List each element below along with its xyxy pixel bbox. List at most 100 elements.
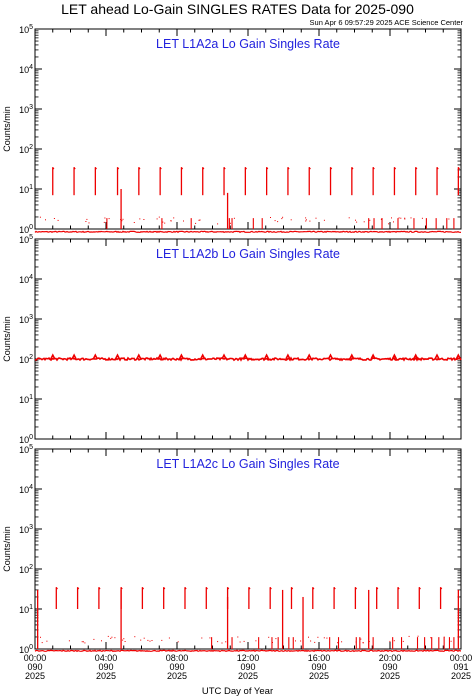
scatter-dot <box>199 219 201 221</box>
spike-mark <box>266 166 269 170</box>
panel-frame <box>34 448 462 650</box>
scatter-dot <box>111 636 113 638</box>
spike-mark <box>138 166 141 170</box>
spike-mark <box>330 166 333 170</box>
spike-mark <box>308 166 311 170</box>
scatter-dot <box>369 219 371 221</box>
y-tick-label: 105 <box>19 24 33 35</box>
scatter-dot <box>391 217 392 219</box>
y-tick-label: 105 <box>19 234 33 245</box>
spike-mark <box>397 586 400 590</box>
scatter-dot <box>45 219 46 221</box>
spike-mark <box>223 166 226 170</box>
spike-mark <box>181 166 184 170</box>
scatter-dot <box>84 642 86 644</box>
y-tick-label: 103 <box>19 314 33 325</box>
spike-mark <box>372 166 375 170</box>
scatter-dot <box>315 217 317 219</box>
x-tick-label: 2025 <box>380 671 400 681</box>
panel-2: 100 101 102 103 104 105 Counts/min LET L1A2b Lo… <box>2 234 462 445</box>
scatter-dot <box>341 641 343 643</box>
scatter-dot <box>151 640 153 641</box>
scatter-dot <box>275 638 277 640</box>
y-axis-label: Counts/min <box>2 106 12 152</box>
scatter-dot <box>356 221 358 223</box>
scatter-dot <box>123 638 125 640</box>
spike-mark <box>242 353 249 360</box>
spike-mark <box>436 166 439 170</box>
panel-title: LET L1A2a Lo Gain Singles Rate <box>156 37 340 51</box>
scatter-dot <box>381 218 383 220</box>
scatter-dot <box>124 641 126 642</box>
scatter-dot <box>101 640 102 642</box>
scatter-dot <box>408 635 410 637</box>
spike-mark <box>457 166 460 170</box>
scatter-dot <box>450 640 452 642</box>
y-tick-label: 100 <box>19 644 33 655</box>
spike-mark <box>205 586 208 590</box>
scatter-dot <box>310 640 312 642</box>
y-tick-label: 100 <box>19 224 33 235</box>
scatter-dot <box>225 641 227 643</box>
scatter-dot <box>107 635 109 637</box>
scatter-dot <box>360 638 362 640</box>
spike-mark <box>269 586 272 590</box>
scatter-dot <box>309 220 311 222</box>
scatter-dot <box>41 642 43 644</box>
y-tick-label: 102 <box>19 354 33 365</box>
scatter-dot <box>381 221 383 223</box>
scatter-dot <box>139 218 141 220</box>
spike-mark <box>178 353 185 360</box>
spike-mark <box>157 353 163 360</box>
spike-mark <box>455 353 462 360</box>
scatter-dot <box>268 636 270 638</box>
scatter-dot <box>140 639 142 641</box>
panel-title: LET L1A2b Lo Gain Singles Rate <box>156 247 340 261</box>
scatter-dot <box>233 217 235 219</box>
spike-mark <box>221 353 227 360</box>
spike-mark <box>141 586 145 590</box>
scatter-dot <box>421 217 423 219</box>
x-tick-label: 2025 <box>238 671 258 681</box>
x-tick-label: 20:00 <box>379 653 402 663</box>
spike-mark <box>184 586 187 590</box>
scatter-dot <box>122 639 124 641</box>
spike-mark <box>351 166 354 170</box>
x-tick-label: 090 <box>382 662 397 672</box>
scatter-dot <box>305 219 307 221</box>
spike-mark <box>136 353 142 360</box>
spike-mark <box>199 353 206 360</box>
y-tick-label: 105 <box>19 444 33 455</box>
spike-mark <box>159 166 162 170</box>
scatter-dot <box>314 641 316 643</box>
scatter-dot <box>448 218 450 220</box>
spike-mark <box>50 353 56 360</box>
scatter-dot <box>85 221 87 222</box>
scatter-dot <box>170 220 172 222</box>
scatter-dot <box>93 638 95 640</box>
scatter-dot <box>134 636 136 638</box>
scatter-dot <box>255 640 257 642</box>
x-tick-label: 00:00 <box>450 653 473 663</box>
spike-mark <box>349 353 355 360</box>
scatter-dot <box>389 640 391 642</box>
scatter-dot <box>53 218 55 219</box>
scatter-dot <box>363 221 365 223</box>
spike-mark <box>287 166 290 170</box>
spike-mark <box>71 353 77 360</box>
scatter-dot <box>362 642 364 643</box>
scatter-dot <box>355 641 357 643</box>
x-tick-label: 090 <box>27 662 42 672</box>
panel-frame <box>34 238 462 440</box>
scatter-dot <box>103 221 105 223</box>
scatter-dot <box>274 220 276 222</box>
scatter-dot <box>217 641 219 643</box>
x-tick-label: 090 <box>240 662 255 672</box>
scatter-dot <box>305 220 307 222</box>
x-tick-label: 04:00 <box>95 653 118 663</box>
x-tick-label: 2025 <box>167 671 187 681</box>
scatter-dot <box>430 637 432 639</box>
spike-mark <box>227 586 230 590</box>
scatter-dot <box>277 221 279 223</box>
